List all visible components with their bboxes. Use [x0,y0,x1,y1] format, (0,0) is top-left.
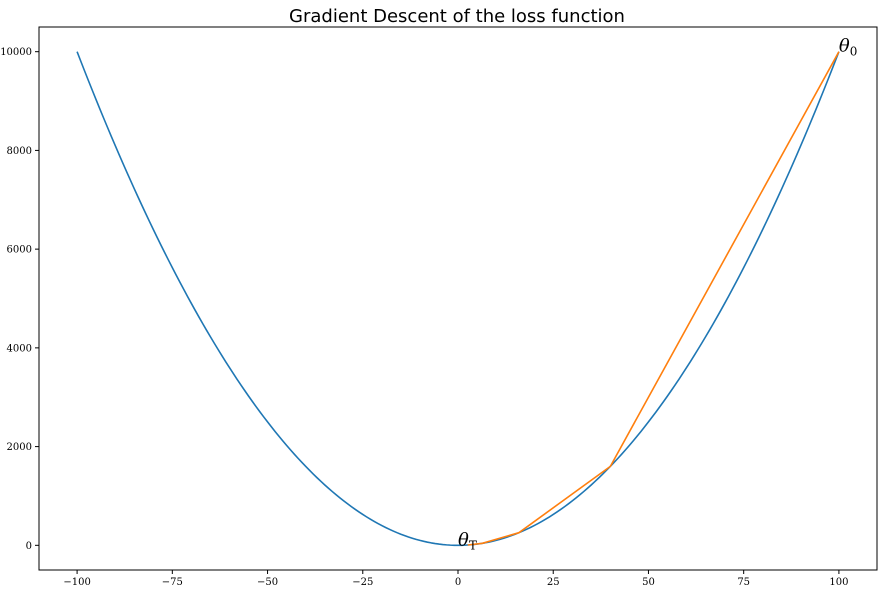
y-tick-label: 2000 [7,442,32,453]
x-tick-label: 25 [547,577,560,588]
theta-annotation-0: θ0 [839,36,857,59]
chart-title: Gradient Descent of the loss function [289,6,625,27]
y-tick-label: 8000 [7,146,32,157]
annotation-layer: θ0 θT [458,36,857,553]
x-tick-label: −75 [162,577,183,588]
x-axis: −100 −75 −50 −25 0 25 50 75 100 [63,570,848,588]
plot-frame [38,26,878,571]
theta-annotation-t: θT [458,529,477,552]
y-tick-label: 0 [26,541,32,552]
x-tick-label: −100 [63,577,90,588]
x-tick-label: 50 [642,577,655,588]
x-tick-label: −50 [257,577,278,588]
y-tick-label: 6000 [7,245,32,256]
y-axis: 0 2000 4000 6000 8000 10000 [0,47,39,552]
y-tick-label: 4000 [7,343,32,354]
gradient-descent-path-line [467,51,840,546]
series-layer [76,51,840,547]
y-tick-label: 10000 [0,47,32,58]
x-tick-label: −25 [352,577,373,588]
x-tick-label: 75 [737,577,750,588]
x-tick-label: 0 [455,577,461,588]
x-tick-label: 100 [829,577,848,588]
loss-curve-line [76,51,840,547]
